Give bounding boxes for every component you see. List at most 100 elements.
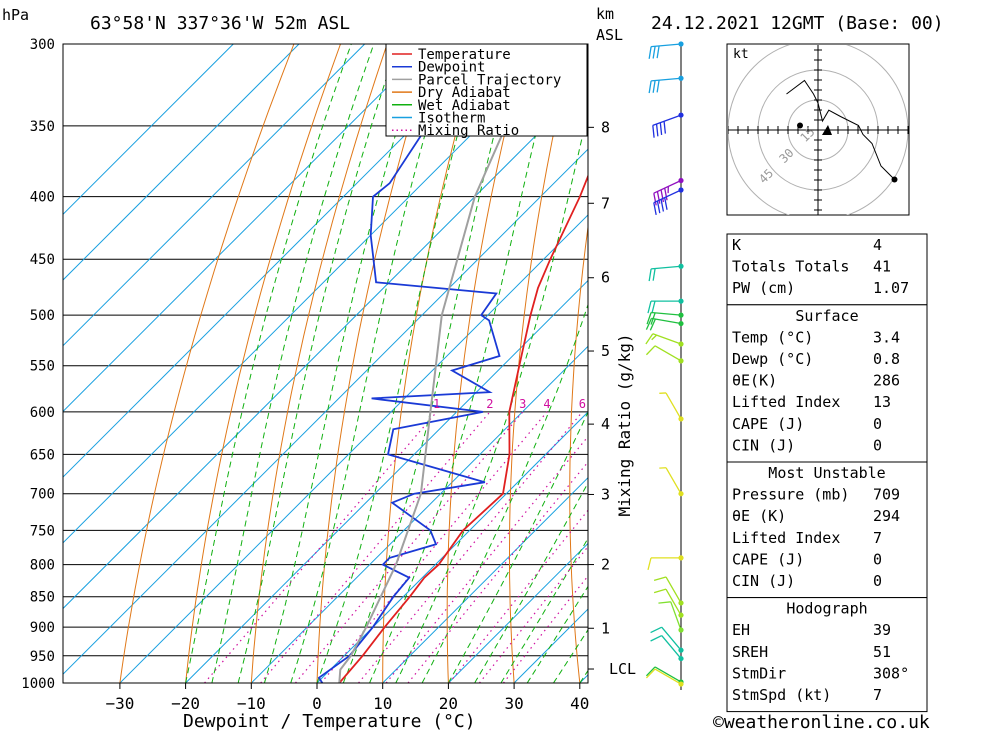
pressure-tick-label: 350 <box>30 119 55 135</box>
dry-adiabat-line <box>186 44 341 683</box>
pressure-axis-labels: 3003504004505005506006507007508008509009… <box>21 37 55 692</box>
wind-barb-staff <box>651 266 681 269</box>
pressure-tick-label: 1000 <box>21 676 55 692</box>
dry-adiabat-line <box>570 44 620 683</box>
wind-barb <box>646 334 684 347</box>
km-unit-label: km <box>596 5 614 23</box>
wind-barb-flag <box>648 301 651 313</box>
wind-barb-flag <box>648 558 651 570</box>
table-row-value: 3.4 <box>873 328 900 346</box>
wind-barb-dot <box>678 76 683 81</box>
wind-barb-flag <box>653 46 655 58</box>
table-row-label: Lifted Index <box>732 529 840 547</box>
wind-barb-dot <box>678 112 683 117</box>
wind-barb-staff <box>655 667 681 682</box>
wind-barb-flag <box>646 667 655 676</box>
wind-barb-dot <box>678 341 683 346</box>
pressure-tick-label: 800 <box>30 558 55 574</box>
table-row-label: CAPE (J) <box>732 415 804 433</box>
mixing-ratio-label: 4 <box>543 397 550 411</box>
x-axis-title: Dewpoint / Temperature (°C) <box>183 711 476 732</box>
wind-barb <box>646 346 683 364</box>
wind-barb-staff <box>653 115 681 125</box>
wind-barb-staff <box>651 318 681 323</box>
wind-barb-dot <box>678 600 683 605</box>
wind-barb-flag <box>649 47 651 59</box>
wind-barb-staff <box>653 334 681 344</box>
pressure-tick-label: 900 <box>30 620 55 636</box>
table-row-value: 0 <box>873 436 882 454</box>
table-title: Most Unstable <box>768 464 885 482</box>
wind-barb-dot <box>678 627 683 632</box>
height-tick-label: 6 <box>601 269 610 287</box>
mixing-ratio-line <box>261 412 490 683</box>
wind-barb-flag <box>653 125 654 137</box>
height-tick-label: LCL <box>609 660 636 678</box>
wind-barb-dot <box>678 264 683 269</box>
isotherm-line <box>120 44 759 683</box>
wind-barb-flag <box>652 335 657 340</box>
temperature-line <box>339 44 634 683</box>
mixing-ratio-line <box>386 412 608 683</box>
wind-barb-dot <box>678 358 683 363</box>
wind-barb <box>649 76 683 93</box>
table-row-value: 286 <box>873 372 900 390</box>
datetime-label: 24.12.2021 12GMT (Base: 00) <box>651 13 944 34</box>
wind-barb-flag <box>664 121 665 133</box>
wind-barb-staff <box>655 669 681 684</box>
wind-barb-flag <box>658 602 670 603</box>
wind-barb-dot <box>678 41 683 46</box>
pressure-tick-label: 500 <box>30 308 55 324</box>
table-row-value: 294 <box>873 507 900 525</box>
wind-barb-staff <box>651 78 681 81</box>
table-row-label: PW (cm) <box>732 279 795 297</box>
wind-barb-flag <box>651 627 662 632</box>
hodograph-point <box>892 177 898 183</box>
wind-barb-dot <box>678 313 683 318</box>
x-tick-label: 40 <box>570 694 589 713</box>
pressure-tick-label: 450 <box>30 252 55 268</box>
isobar-lines <box>63 44 588 683</box>
wet-adiabat-line <box>343 44 518 683</box>
wind-barb-flag <box>651 636 662 641</box>
asl-unit-label: ASL <box>596 26 623 44</box>
wind-barb-flag <box>654 577 666 580</box>
table-row-label: Totals Totals <box>732 258 849 276</box>
table-row-value: 39 <box>873 621 891 639</box>
isotherm-line <box>0 44 628 683</box>
wind-barb <box>651 636 684 662</box>
table-row-value: 709 <box>873 486 900 504</box>
table-title: Hodograph <box>786 600 867 618</box>
wind-barbs <box>646 41 684 686</box>
table-row-value: 308° <box>873 664 909 682</box>
mixing-ratio-axis-title: Mixing Ratio (g/kg) <box>615 333 634 516</box>
wind-barb-dot <box>678 178 683 183</box>
wind-barb-flag <box>652 301 655 313</box>
wind-barb-staff <box>666 393 681 419</box>
dry-adiabat-line <box>945 44 1000 683</box>
height-tick-label: 2 <box>601 556 610 574</box>
table-row-label: CAPE (J) <box>732 550 804 568</box>
dry-adiabat-line <box>992 44 1000 683</box>
wind-barb-flag <box>649 81 651 93</box>
mixing-ratio-line <box>321 412 547 683</box>
profile-lines <box>319 44 634 683</box>
wind-barb-dot <box>678 299 683 304</box>
wind-barb-flag <box>646 669 655 678</box>
hpa-unit-label: hPa <box>2 6 29 24</box>
wind-barb <box>646 669 683 687</box>
wind-barb-staff <box>651 44 681 47</box>
table-row-label: θE(K) <box>732 372 777 390</box>
mixing-ratio-label: 3 <box>519 397 526 411</box>
wind-barb-dot <box>678 555 683 560</box>
table-row-value: 0.8 <box>873 350 900 368</box>
mixing-ratio-label: 2 <box>486 397 493 411</box>
plot-frame <box>63 44 588 683</box>
wind-barb <box>648 555 684 570</box>
dry-adiabat-line <box>447 44 527 683</box>
wind-barb <box>659 393 683 422</box>
table-row-label: K <box>732 236 741 254</box>
